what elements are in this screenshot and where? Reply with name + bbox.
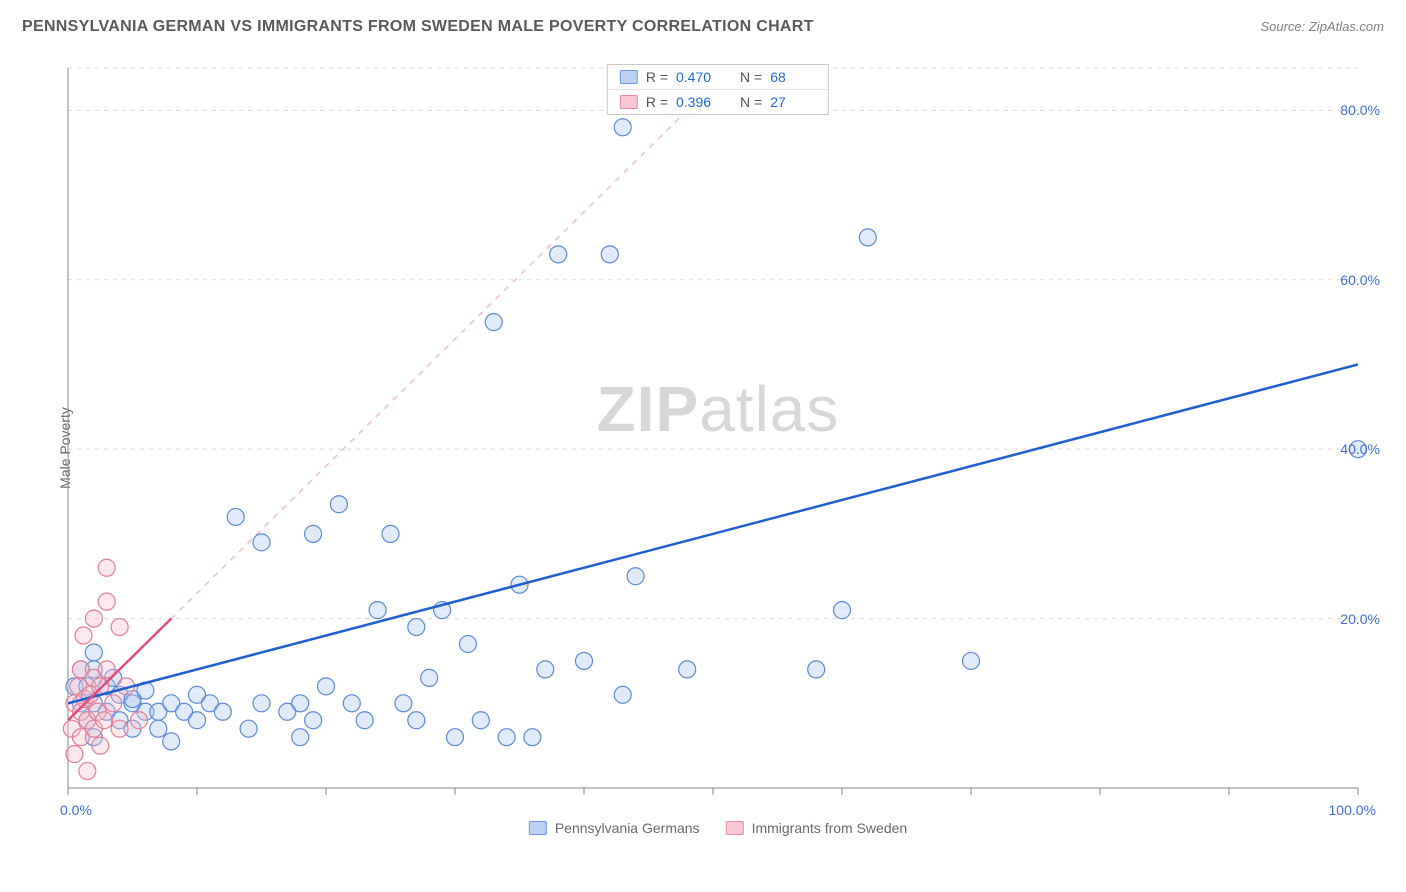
data-point <box>343 695 360 712</box>
data-point <box>421 669 438 686</box>
data-point <box>292 729 309 746</box>
data-point <box>472 712 489 729</box>
data-point <box>98 559 115 576</box>
data-point <box>485 314 502 331</box>
legend-stat-row: R = 0.470 N = 68 <box>608 65 828 90</box>
data-point <box>79 763 96 780</box>
data-point <box>408 619 425 636</box>
data-point <box>85 644 102 661</box>
r-label: R = <box>646 94 668 110</box>
data-point <box>356 712 373 729</box>
scatter-chart <box>58 58 1378 838</box>
data-point <box>214 703 231 720</box>
series-name: Pennsylvania Germans <box>555 820 700 836</box>
chart-header: PENNSYLVANIA GERMAN VS IMMIGRANTS FROM S… <box>22 18 1384 36</box>
data-point <box>163 733 180 750</box>
data-point <box>240 720 257 737</box>
data-point <box>601 246 618 263</box>
r-label: R = <box>646 69 668 85</box>
data-point <box>96 712 113 729</box>
data-point <box>305 712 322 729</box>
source-name: ZipAtlas.com <box>1309 19 1384 34</box>
y-tick-label: 60.0% <box>1340 272 1380 288</box>
data-point <box>75 627 92 644</box>
data-point <box>498 729 515 746</box>
data-point <box>189 712 206 729</box>
y-tick-label: 20.0% <box>1340 611 1380 627</box>
data-point <box>614 686 631 703</box>
source-prefix: Source: <box>1260 19 1308 34</box>
data-point <box>253 695 270 712</box>
data-point <box>408 712 425 729</box>
plot-area: Male Poverty ZIPatlas R = 0.470N = 68R =… <box>58 58 1378 838</box>
data-point <box>459 636 476 653</box>
data-point <box>808 661 825 678</box>
chart-source: Source: ZipAtlas.com <box>1260 19 1384 34</box>
data-point <box>963 652 980 669</box>
data-point <box>330 496 347 513</box>
y-tick-label: 80.0% <box>1340 102 1380 118</box>
data-point <box>550 246 567 263</box>
y-tick-label: 40.0% <box>1340 441 1380 457</box>
data-point <box>130 712 147 729</box>
legend-swatch <box>620 70 638 84</box>
data-point <box>66 746 83 763</box>
legend-swatch <box>620 95 638 109</box>
n-value: 68 <box>770 69 816 85</box>
data-point <box>92 737 109 754</box>
n-label: N = <box>740 94 762 110</box>
legend-stat-row: R = 0.396 N = 27 <box>608 90 828 114</box>
data-point <box>150 720 167 737</box>
data-point <box>537 661 554 678</box>
series-name: Immigrants from Sweden <box>752 820 908 836</box>
data-point <box>85 610 102 627</box>
data-point <box>292 695 309 712</box>
data-point <box>679 661 696 678</box>
data-point <box>859 229 876 246</box>
data-point <box>305 525 322 542</box>
legend-swatch <box>529 821 547 835</box>
data-point <box>834 602 851 619</box>
r-value: 0.396 <box>676 94 722 110</box>
data-point <box>382 525 399 542</box>
data-point <box>111 619 128 636</box>
legend-stats: R = 0.470 N = 68 R = 0.396 N = 27 <box>607 64 829 115</box>
data-point <box>111 720 128 737</box>
legend-swatch <box>726 821 744 835</box>
data-point <box>318 678 335 695</box>
legend-series: Pennsylvania Germans Immigrants from Swed… <box>529 820 907 836</box>
legend-item: Pennsylvania Germans <box>529 820 700 836</box>
data-point <box>369 602 386 619</box>
legend-item: Immigrants from Sweden <box>726 820 908 836</box>
data-point <box>253 534 270 551</box>
x-axis-min-label: 0.0% <box>60 802 92 818</box>
data-point <box>576 652 593 669</box>
chart-title: PENNSYLVANIA GERMAN VS IMMIGRANTS FROM S… <box>22 18 814 36</box>
n-label: N = <box>740 69 762 85</box>
data-point <box>524 729 541 746</box>
data-point <box>447 729 464 746</box>
data-point <box>227 508 244 525</box>
x-axis-max-label: 100.0% <box>1329 802 1376 818</box>
r-value: 0.470 <box>676 69 722 85</box>
data-point <box>105 695 122 712</box>
data-point <box>627 568 644 585</box>
n-value: 27 <box>770 94 816 110</box>
data-point <box>395 695 412 712</box>
data-point <box>98 593 115 610</box>
data-point <box>614 119 631 136</box>
